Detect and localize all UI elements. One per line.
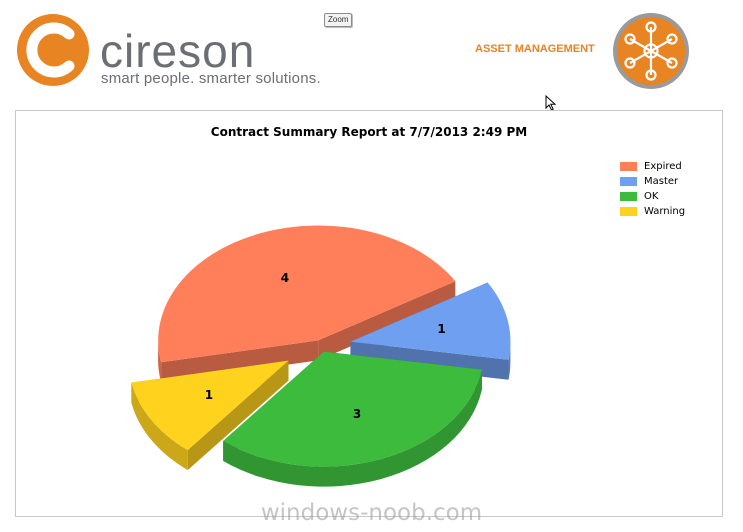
legend-label: Master [644, 176, 679, 187]
pie-slice-rim [158, 340, 162, 383]
legend-swatch [620, 162, 637, 171]
legend-item-ok: OK [620, 189, 685, 204]
pie-slice-ok [223, 351, 482, 467]
pie-slice-rim [131, 382, 188, 471]
pie-slice-wall [187, 360, 289, 471]
cireson-logo-icon [17, 14, 89, 86]
pie-label-master: 1 [437, 322, 445, 336]
pie-label-ok: 3 [353, 407, 361, 421]
legend-item-expired: Expired [620, 159, 685, 174]
pie-slice-expired [158, 225, 456, 363]
zoom-button[interactable]: Zoom [324, 13, 353, 27]
network-hub-icon [613, 13, 689, 89]
pie-slice-rim [508, 341, 511, 380]
pie-chart: 4 1 1 3 [131, 225, 511, 487]
module-title: ASSET MANAGEMENT [475, 43, 595, 55]
legend-item-warning: Warning [620, 204, 685, 219]
report-panel: Contract Summary Report at 7/7/2013 2:49… [15, 110, 723, 517]
pie-slice-master [350, 282, 511, 360]
legend-label: OK [644, 191, 659, 202]
pie-label-warning: 1 [205, 388, 213, 402]
chart-legend: Expired Master OK Warning [620, 159, 685, 219]
legend-label: Warning [644, 206, 686, 217]
watermark: windows-noob.com [260, 500, 483, 526]
legend-label: Expired [644, 161, 682, 172]
pie-slice-wall [318, 281, 456, 361]
pie-slice-warning [131, 360, 289, 451]
brand-name: cireson [100, 25, 256, 77]
pie-slice-rim [223, 369, 482, 487]
mouse-cursor-icon [545, 95, 557, 111]
brand-tagline: smart people. smarter solutions. [101, 70, 321, 87]
legend-swatch [620, 177, 637, 186]
legend-swatch [620, 192, 637, 201]
chart-title: Contract Summary Report at 7/7/2013 2:49… [210, 125, 528, 139]
legend-swatch [620, 207, 637, 216]
pie-label-expired: 4 [281, 271, 289, 285]
pie-slice-wall [161, 340, 319, 383]
legend-item-master: Master [620, 174, 685, 189]
